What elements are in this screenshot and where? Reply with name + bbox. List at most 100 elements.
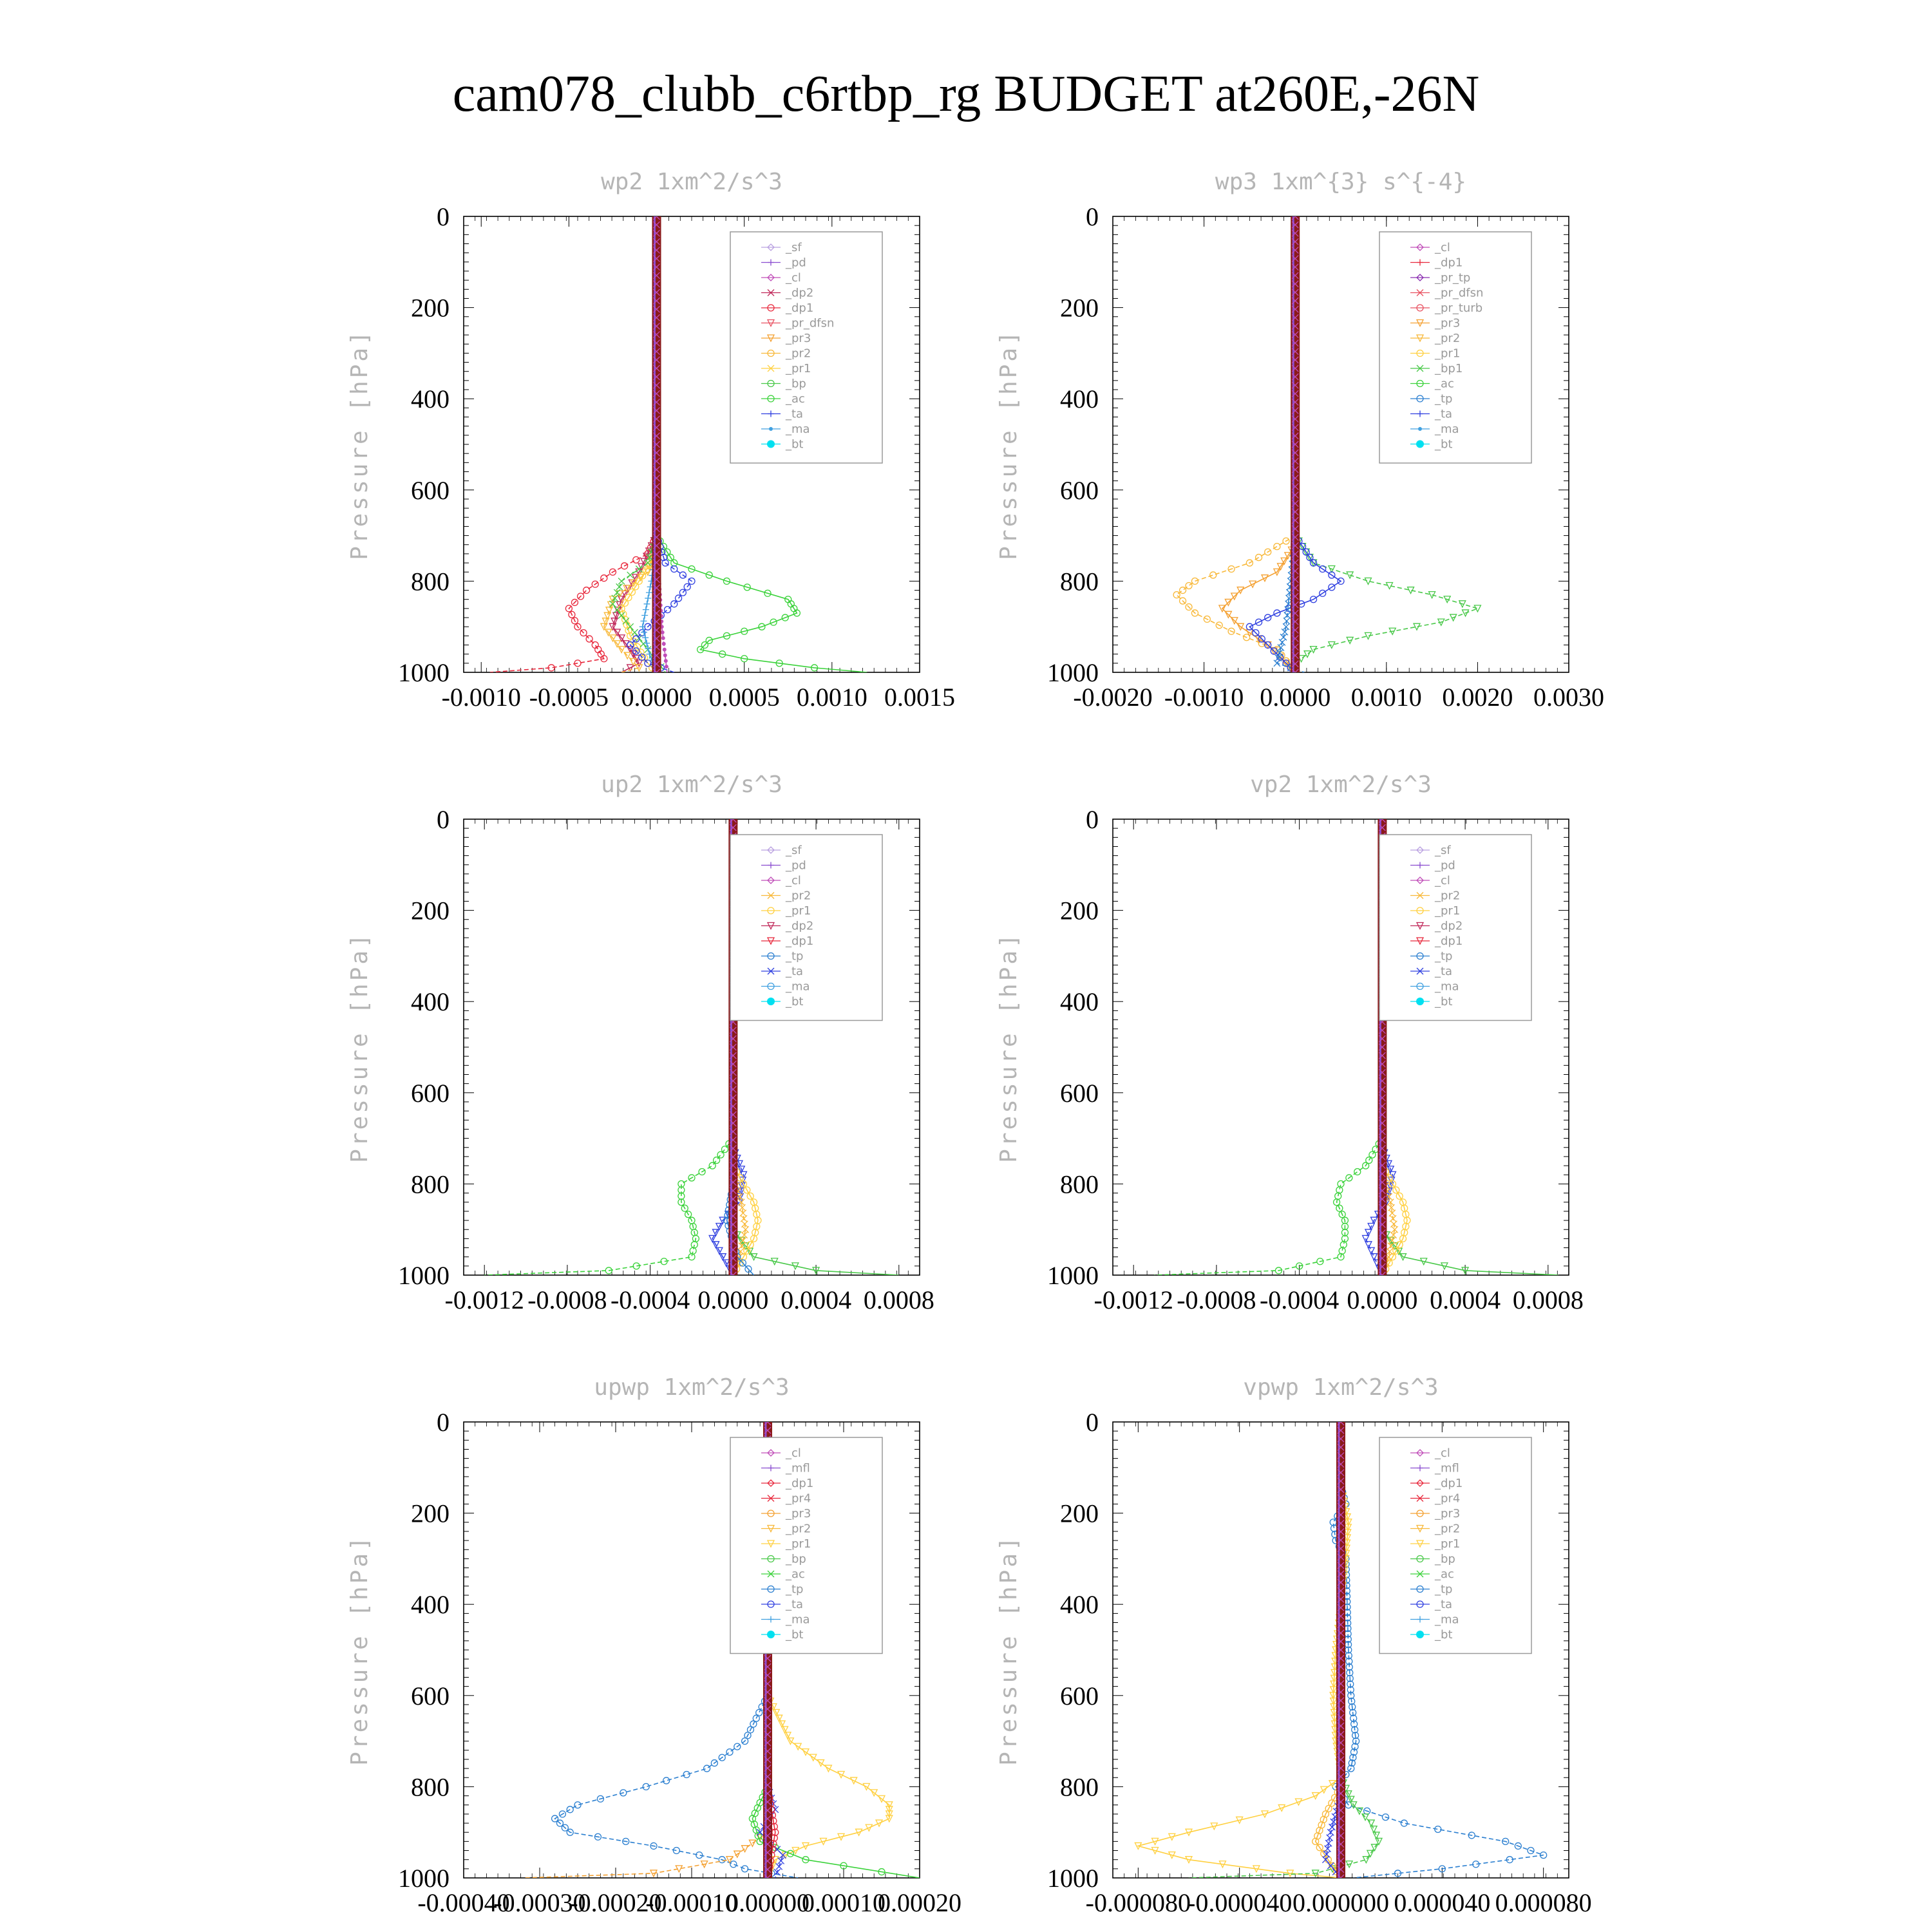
legend-label: _pr2 (1434, 332, 1460, 345)
zero-profile-point (1337, 1545, 1345, 1553)
x-tick-label: 0.0020 (1442, 683, 1513, 712)
series-point (1330, 1709, 1338, 1717)
figure-title: cam078_clubb_c6rtbp_rg BUDGET at260E,-26… (453, 66, 1480, 122)
series-point (1249, 580, 1257, 589)
series-point (623, 652, 632, 660)
series-line (612, 535, 658, 672)
legend-swatch-marker (1416, 1631, 1424, 1638)
legend-swatch-marker (767, 304, 775, 312)
zero-profile-point (653, 255, 660, 263)
series-point (1316, 1844, 1323, 1852)
legend-swatch-marker (1416, 952, 1424, 960)
zero-profile-point (1378, 1195, 1386, 1203)
y-axis-label: Pressure [hPa] (346, 931, 373, 1162)
zero-profile-point (1378, 1263, 1386, 1271)
zero-profile-point (653, 584, 660, 592)
series-point (1361, 1235, 1370, 1243)
series-point (616, 601, 624, 609)
series-point (1440, 1262, 1448, 1271)
series-point (1349, 1754, 1357, 1761)
series-line (1294, 535, 1479, 672)
series-point (840, 1862, 848, 1870)
series-point (645, 589, 652, 596)
zero-profile-point (1291, 500, 1299, 507)
series-point (1278, 1804, 1286, 1812)
series-point (609, 600, 616, 608)
zero-profile-point (1337, 1435, 1345, 1443)
zero-profile-point (1291, 584, 1299, 592)
zero-profile-point (1378, 1060, 1386, 1068)
series-point (1346, 1669, 1354, 1677)
zero-profile-point (653, 609, 660, 617)
series-point (719, 1217, 727, 1225)
series-point (629, 658, 638, 666)
series-point (741, 1231, 748, 1239)
zero-profile-point (653, 500, 660, 507)
series-point (585, 635, 593, 643)
series-point (683, 583, 691, 591)
series-point (1336, 1204, 1343, 1212)
legend-swatch-marker (767, 440, 775, 448)
series-point (1179, 597, 1187, 605)
series-point (708, 1162, 716, 1170)
series-point (639, 640, 647, 648)
zero-profile-point (1291, 491, 1299, 499)
legend-swatch-marker (1416, 937, 1425, 945)
legend-label: _bt (785, 995, 803, 1009)
series-point (674, 594, 683, 602)
zero-profile-point (1337, 1570, 1345, 1578)
zero-profile-point (653, 559, 660, 567)
series-point (609, 634, 617, 643)
panel-title: wp3 1xm^{3} s^{-4} (1215, 169, 1466, 195)
zero-profile-point (1337, 1781, 1345, 1789)
legend-label: _ma (785, 422, 810, 436)
series-point (719, 1253, 727, 1262)
series-point (620, 1789, 627, 1797)
legend-swatch-marker (1416, 274, 1424, 281)
legend-swatch-marker (1416, 1479, 1424, 1487)
y-tick-label: 0 (437, 1408, 450, 1437)
series-point (618, 596, 626, 604)
series-point (1346, 571, 1354, 580)
series-point (1327, 1862, 1334, 1870)
series-point (1191, 609, 1199, 617)
legend-label: _dp2 (1434, 920, 1463, 933)
zero-profile-point (764, 1663, 772, 1671)
series-point (1276, 649, 1283, 657)
zero-profile-point (1378, 824, 1386, 831)
series-point (1283, 612, 1291, 619)
series-point (574, 623, 582, 630)
series-point (568, 611, 576, 618)
legend-label: _tp (1434, 392, 1452, 406)
series-point (1351, 1732, 1359, 1739)
series-point (783, 1732, 792, 1740)
zero-profile-point (653, 263, 660, 271)
legend-label: _dp1 (1434, 934, 1463, 948)
legend-swatch-marker (768, 1464, 774, 1472)
zero-profile-point (1291, 643, 1299, 651)
legend-swatch-marker (1416, 1495, 1424, 1502)
series-point (632, 635, 640, 643)
series-point (730, 1861, 737, 1868)
series-line (732, 1229, 899, 1275)
zero-profile-point (653, 314, 660, 321)
legend-box (1379, 231, 1532, 464)
series-point (742, 1226, 750, 1233)
series-point (675, 1865, 683, 1873)
zero-profile-point (1337, 1798, 1345, 1806)
series-point (756, 1828, 764, 1836)
legend-swatch-marker (767, 1479, 775, 1487)
series-point (591, 641, 599, 649)
zero-profile-point (1378, 1170, 1386, 1178)
series-point (643, 600, 650, 607)
legend-swatch-marker (1416, 365, 1424, 372)
zero-profile-point (653, 483, 660, 491)
legend-label: _pr4 (785, 1492, 811, 1506)
zero-profile-point (653, 407, 660, 415)
series-point (1260, 1810, 1269, 1819)
legend-box (730, 834, 883, 1021)
series-point (802, 1856, 810, 1864)
series-point (640, 618, 647, 625)
series-point (630, 579, 638, 587)
zero-profile-point (653, 305, 660, 313)
